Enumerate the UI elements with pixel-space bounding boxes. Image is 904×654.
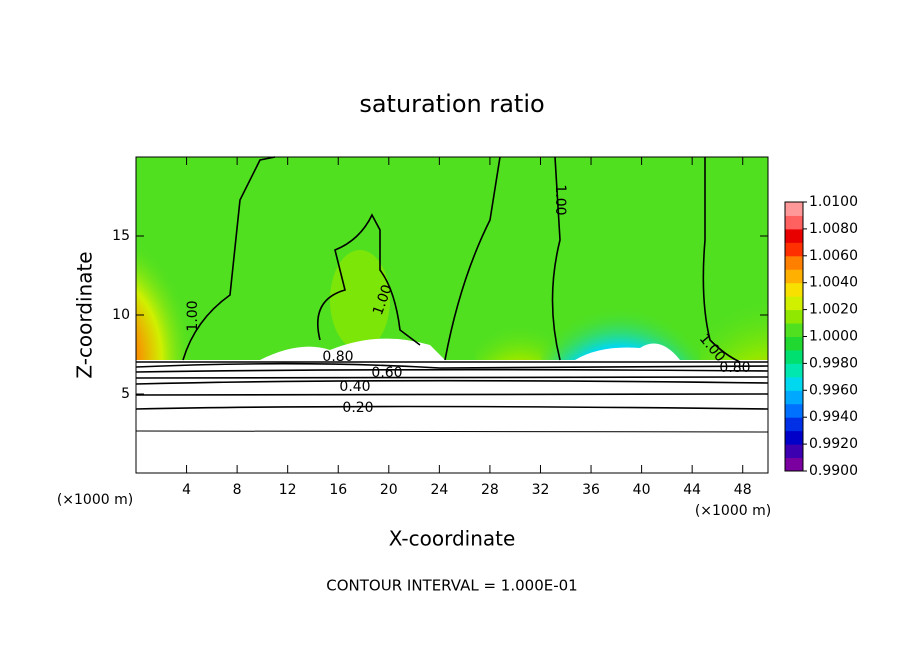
x-tick-label: 4 [182,482,191,498]
contour-label: 0.80 [322,349,353,365]
colorbar-band [785,242,803,257]
colorbar-tick-label: 1.0060 [809,248,858,264]
y-tick-label: 5 [121,386,130,402]
field-clear [136,360,768,473]
contours [135,156,769,433]
chart-title: saturation ratio [359,90,544,118]
x-axis-label: X-coordinate [389,527,516,551]
contour-label: 0.20 [342,400,373,416]
contour-label: 0.40 [339,379,370,395]
colorbar-tick-label: 0.9980 [809,355,858,371]
colorbar-band [785,430,803,445]
colorbar-tick-label: 1.0100 [809,194,858,210]
colorbar-band [785,349,803,364]
field-blob [136,230,195,360]
colorbar-tick-label: 0.9920 [809,436,858,452]
contour-line [135,361,769,410]
contour-line [316,213,421,346]
colorbar-tick-label: 0.9960 [809,382,858,398]
field-clear [260,338,445,360]
colorbar-band [785,336,803,351]
colorbar-band [785,363,803,378]
x-tick-label: 12 [279,482,297,498]
colorbar-band [785,403,803,418]
y-tick-label: 15 [112,228,130,244]
y-tick-label: 10 [112,307,130,323]
x-tick-label: 20 [380,482,398,498]
colorbar-band [785,215,803,230]
contour-line [135,430,769,433]
field [136,157,768,473]
y-axis-label: Z-coordinate [73,251,97,378]
field-blob [330,250,390,350]
colorbar-band [785,376,803,391]
contour-line [551,156,561,361]
x-tick-label: 28 [481,482,499,498]
colorbar-band [785,202,803,216]
colorbar-tick-label: 0.9900 [809,463,858,479]
contour-label: 0.60 [371,365,402,381]
field-clear [575,343,680,360]
colorbar-band [785,457,803,472]
colorbar-tick-label: 1.0080 [809,221,858,237]
colorbar-tick-label: 1.0000 [809,329,858,345]
colorbar-tick-label: 1.0040 [809,275,858,291]
colorbar-band [785,255,803,270]
colorbar-tick-label: 1.0020 [809,302,858,318]
colorbar-band [785,282,803,297]
contour-label: 1.00 [185,300,201,331]
x-tick-label: 24 [430,482,448,498]
x-tick-label: 36 [582,482,600,498]
contour-line [182,156,276,361]
x-unit: (×1000 m) [57,492,133,508]
colorbar-band [785,390,803,405]
x-tick-label: 8 [233,482,242,498]
x-tick-label: 44 [683,482,701,498]
x-tick-label: 32 [532,482,550,498]
footnote: CONTOUR INTERVAL = 1.000E-01 [326,577,577,595]
contour-line [702,157,741,363]
colorbar-band [785,309,803,324]
colorbar-band [785,228,803,243]
contour-line [444,156,501,361]
x-tick-label: 16 [329,482,347,498]
contour-label: 0.80 [719,360,750,376]
contour-label: 1.00 [552,184,568,215]
colorbar-band [785,323,803,337]
colorbar-tick-label: 0.9940 [809,409,858,425]
colorbar-band [785,444,803,459]
colorbar-band [785,269,803,284]
colorbar-band [785,296,803,311]
x-unit: (×1000 m) [695,503,771,519]
colorbar-band [785,417,803,432]
x-tick-label: 48 [734,482,752,498]
x-tick-label: 40 [633,482,651,498]
